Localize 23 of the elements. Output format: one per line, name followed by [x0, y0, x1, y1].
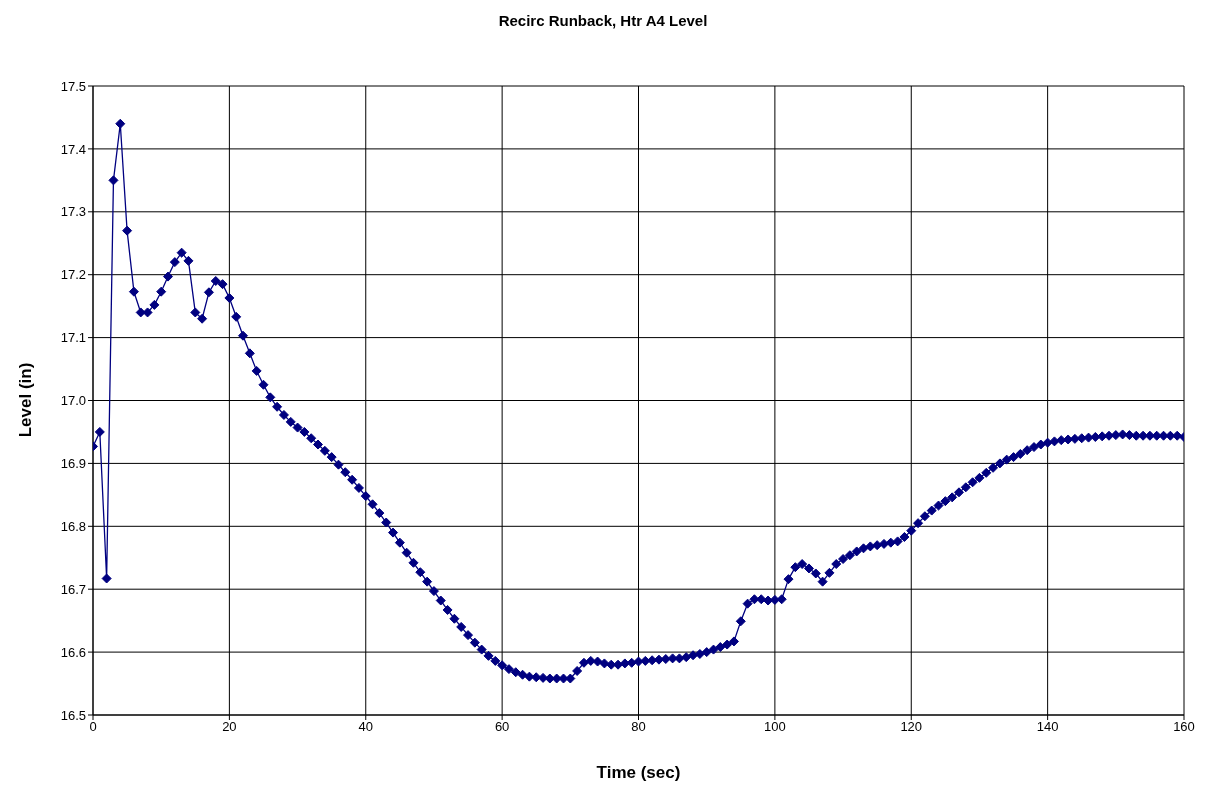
y-tick-label: 16.5	[60, 707, 86, 723]
x-axis-title: Time (sec)	[595, 763, 682, 783]
x-tick-label: 20	[222, 719, 237, 735]
x-tick-label: 140	[1036, 719, 1059, 735]
y-tick-label: 16.6	[60, 644, 86, 660]
x-tick-label: 120	[900, 719, 923, 735]
x-tick-label: 40	[358, 719, 373, 735]
x-tick-label: 0	[89, 719, 97, 735]
y-tick-label: 17.4	[60, 141, 86, 157]
y-axis-title: Level (in)	[16, 362, 36, 438]
y-tick-label: 17.3	[60, 204, 86, 220]
y-tick-label: 17.0	[60, 393, 86, 409]
y-tick-label: 16.7	[60, 581, 86, 597]
y-tick-label: 17.5	[60, 78, 86, 94]
x-tick-label: 100	[764, 719, 786, 735]
chart-title: Recirc Runback, Htr A4 Level	[497, 12, 709, 29]
x-tick-label: 160	[1173, 719, 1195, 735]
y-tick-label: 17.2	[60, 267, 86, 283]
y-tick-label: 16.9	[60, 456, 86, 472]
x-tick-label: 60	[494, 719, 510, 735]
y-tick-label: 17.1	[60, 330, 86, 346]
x-tick-label: 80	[631, 719, 646, 735]
y-tick-label: 16.8	[60, 518, 86, 534]
